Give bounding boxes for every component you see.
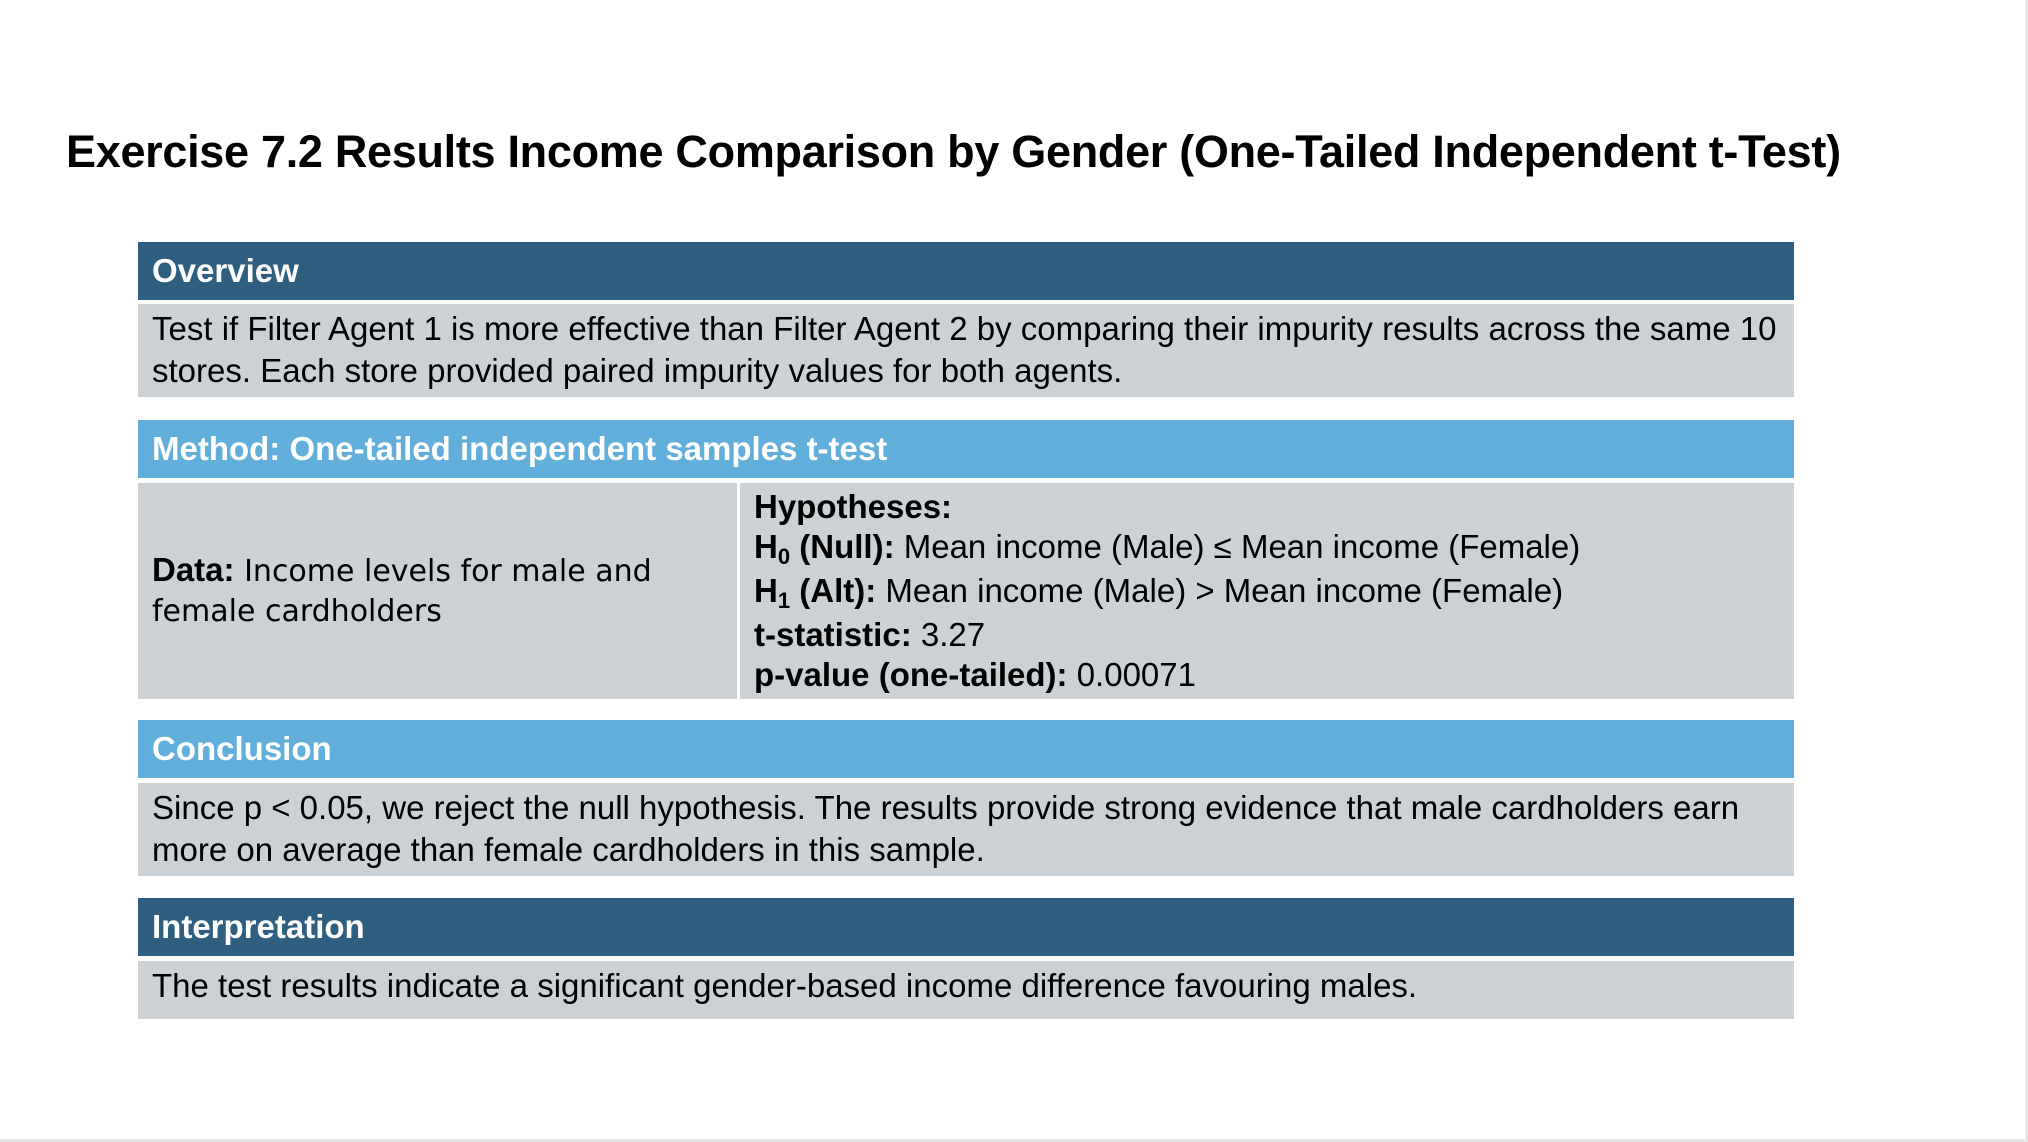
t-statistic-value: 3.27 [920, 616, 986, 653]
conclusion-text: Since p < 0.05, we reject the null hypot… [138, 783, 1794, 876]
interpretation-text: The test results indicate a significant … [138, 961, 1794, 1019]
alt-hypothesis: H1 (Alt): Mean income (Male) > Mean inco… [754, 572, 1564, 613]
overview-header: Overview [138, 242, 1794, 300]
alt-hypothesis-text: Mean income (Male) > Mean income (Female… [885, 572, 1564, 609]
p-value-value: 0.00071 [1076, 656, 1196, 693]
page-title: Exercise 7.2 Results Income Comparison b… [66, 126, 1841, 177]
method-body-row: Data: Income levels for male and female … [138, 483, 1794, 699]
data-cell: Data: Income levels for male and female … [138, 483, 737, 699]
interpretation-header: Interpretation [138, 898, 1794, 956]
data-text: Income levels for male and female cardho… [152, 554, 652, 629]
p-value: p-value (one-tailed): 0.00071 [754, 656, 1196, 693]
t-statistic: t-statistic: 3.27 [754, 616, 986, 653]
data-label: Data: [152, 551, 235, 588]
null-hypothesis: H0 (Null): Mean income (Male) ≤ Mean inc… [754, 528, 1581, 569]
slide-edge-right [2025, 0, 2028, 1142]
hypotheses-cell: Hypotheses: H0 (Null): Mean income (Male… [740, 483, 1794, 699]
method-header: Method: One-tailed independent samples t… [138, 420, 1794, 478]
slide-edge-bottom [0, 1139, 2028, 1142]
conclusion-header: Conclusion [138, 720, 1794, 778]
hypotheses-heading: Hypotheses: [754, 488, 953, 525]
data-description: Data: Income levels for male and female … [152, 550, 737, 632]
overview-text: Test if Filter Agent 1 is more effective… [138, 304, 1794, 397]
null-hypothesis-text: Mean income (Male) ≤ Mean income (Female… [903, 528, 1581, 565]
